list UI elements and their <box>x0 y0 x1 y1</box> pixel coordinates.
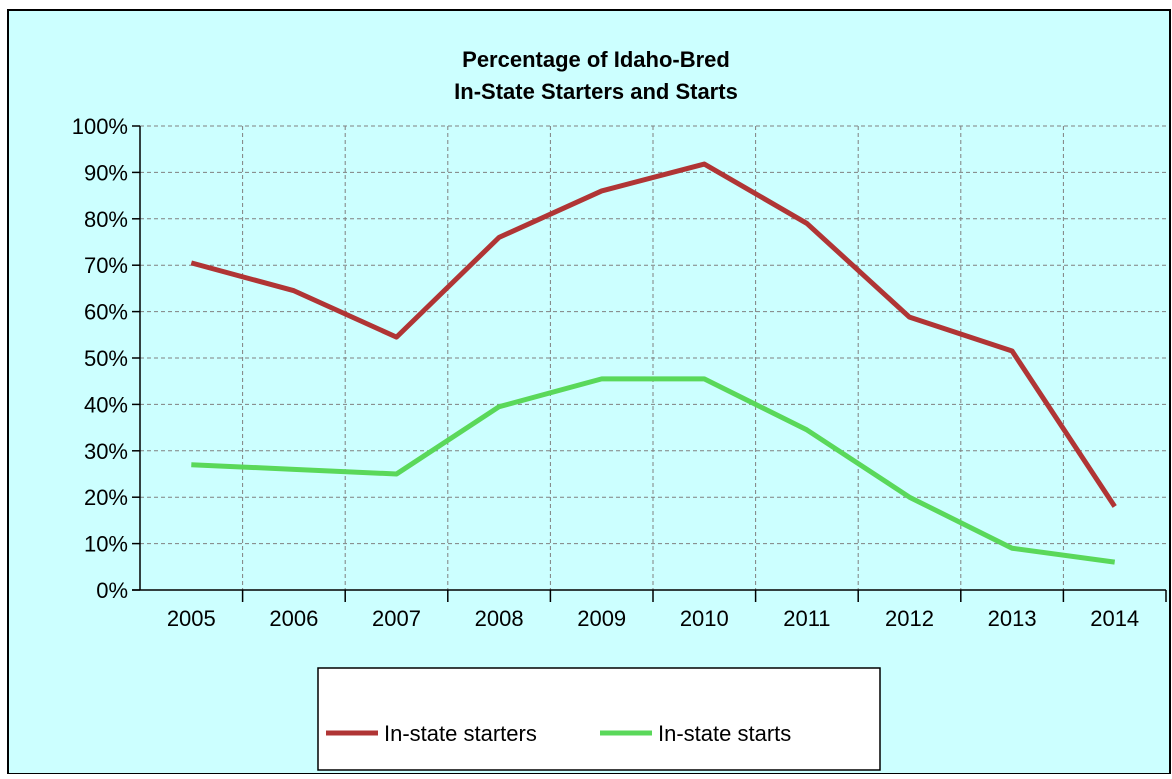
y-tick-label: 20% <box>84 485 128 510</box>
legend-box <box>318 668 880 770</box>
x-tick-label-2005: 2005 <box>167 606 216 631</box>
y-tick-label: 50% <box>84 346 128 371</box>
x-tick-label-2010: 2010 <box>680 606 729 631</box>
x-tick-label-2013: 2013 <box>988 606 1037 631</box>
y-tick-label: 80% <box>84 207 128 232</box>
x-tick-label-2014: 2014 <box>1090 606 1139 631</box>
x-tick-label-2009: 2009 <box>577 606 626 631</box>
chart-title-line-1: Percentage of Idaho-Bred <box>462 47 730 72</box>
y-tick-label: 100% <box>72 114 128 139</box>
y-tick-label: 0% <box>96 578 128 603</box>
y-tick-label: 70% <box>84 253 128 278</box>
y-tick-label: 60% <box>84 300 128 325</box>
x-tick-label-2008: 2008 <box>475 606 524 631</box>
chart-background <box>8 10 1170 774</box>
chart-title-line-2: In-State Starters and Starts <box>454 79 738 104</box>
y-tick-label: 10% <box>84 532 128 557</box>
x-tick-label-2006: 2006 <box>269 606 318 631</box>
legend-label-in-state-starters: In-state starters <box>384 721 537 746</box>
legend-label-in-state-starts: In-state starts <box>658 721 791 746</box>
y-tick-label: 90% <box>84 160 128 185</box>
y-tick-label: 30% <box>84 439 128 464</box>
x-tick-label-2012: 2012 <box>885 606 934 631</box>
x-tick-label-2007: 2007 <box>372 606 421 631</box>
x-tick-label-2011: 2011 <box>783 606 830 631</box>
legend: In-state starters In-state starts <box>318 668 880 770</box>
y-tick-label: 40% <box>84 392 128 417</box>
